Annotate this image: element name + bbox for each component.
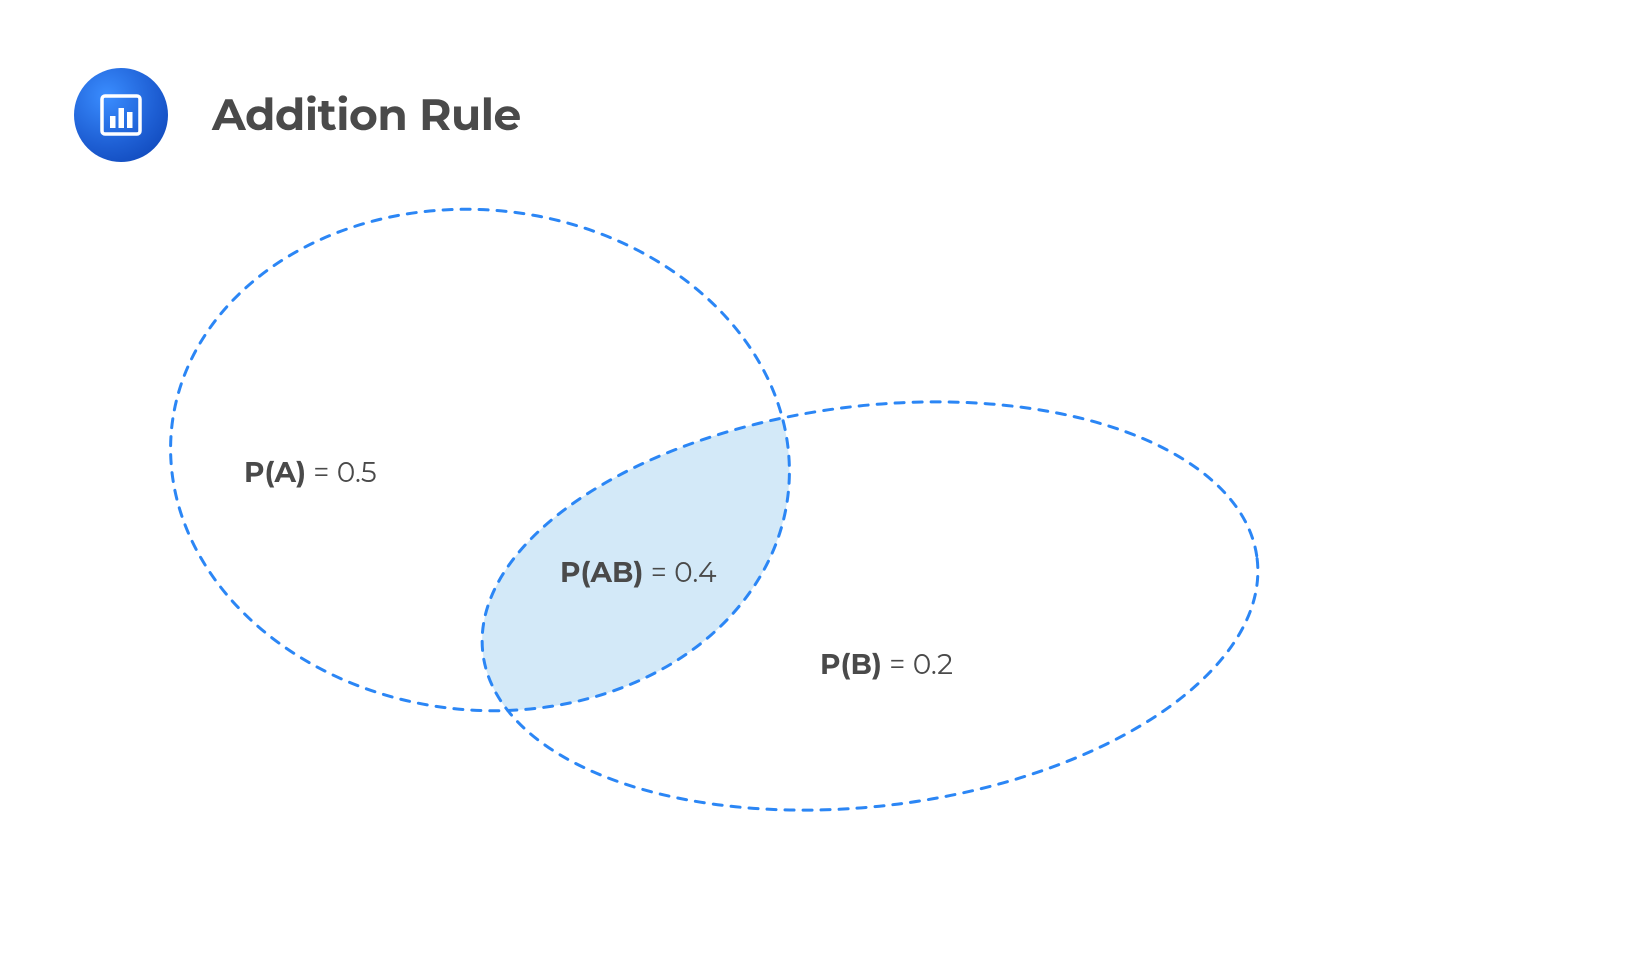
label-pb-value: = 0.2 <box>882 648 953 682</box>
label-pa: P(A) = 0.5 <box>244 456 377 490</box>
page-title: Addition Rule <box>212 88 521 142</box>
label-pa-value: = 0.5 <box>306 456 377 490</box>
label-pab: P(AB) = 0.4 <box>560 556 716 590</box>
bar-chart-icon <box>74 68 168 162</box>
label-pb-bold: P(B) <box>820 648 882 682</box>
label-pab-bold: P(AB) <box>560 556 643 590</box>
venn-intersection <box>459 360 1282 852</box>
venn-diagram: P(A) = 0.5 P(AB) = 0.4 P(B) = 0.2 <box>0 200 1632 972</box>
bar-chart-svg <box>96 90 146 140</box>
header: Addition Rule <box>0 0 1632 162</box>
venn-svg <box>0 200 1632 972</box>
label-pab-value: = 0.4 <box>643 556 716 590</box>
label-pa-bold: P(A) <box>244 456 306 490</box>
label-pb: P(B) = 0.2 <box>820 648 953 682</box>
